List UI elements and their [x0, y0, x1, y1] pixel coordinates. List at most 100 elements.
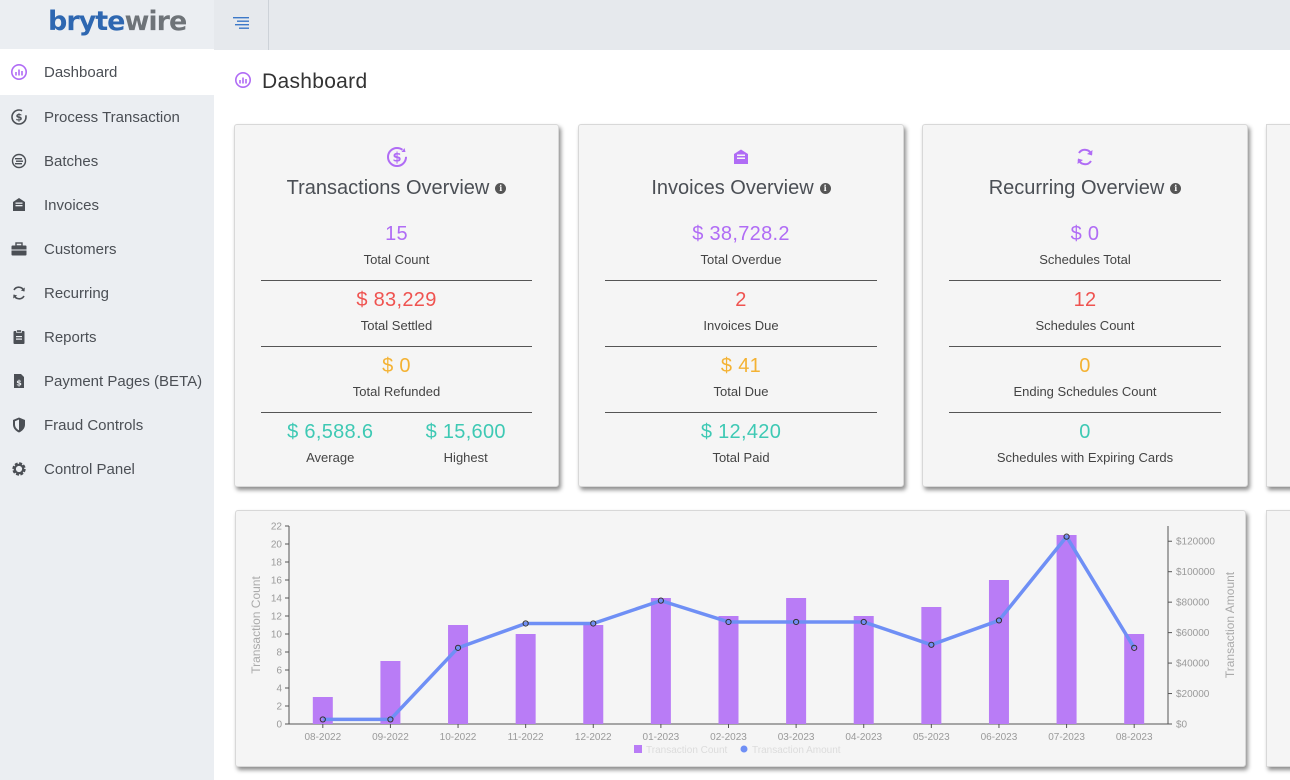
legend-swatch-bar: [634, 745, 642, 753]
x-tick-label: 10-2022: [440, 732, 477, 743]
metric-value: $ 41: [720, 355, 762, 377]
metric-value: 12: [1073, 289, 1097, 311]
sidebar-item-batches[interactable]: Batches: [0, 139, 214, 183]
line-point: [995, 617, 1003, 624]
metric-value: $ 15,600: [425, 421, 506, 443]
bar: [1056, 535, 1077, 724]
sidebar-item-control-panel[interactable]: Control Panel: [0, 447, 214, 491]
y-tick-label: 14: [271, 594, 283, 605]
bar: [448, 625, 469, 724]
metric-label: Ending Schedules Count: [1013, 384, 1157, 399]
metric-label: Schedules Total: [1039, 252, 1131, 267]
x-tick-label: 05-2023: [913, 732, 950, 743]
metric-label: Total Settled: [360, 318, 433, 333]
dollar-cycle-icon: $: [235, 145, 558, 169]
sidebar-item-dashboard[interactable]: Dashboard: [0, 49, 214, 95]
bar: [515, 634, 536, 724]
card-title: Transactions Overview: [286, 177, 490, 199]
menu-toggle-button[interactable]: [214, 0, 269, 50]
recurring-overview-card: Recurring Overview i $ 0 Schedules Total …: [922, 124, 1248, 487]
info-icon[interactable]: i: [1170, 183, 1182, 194]
metric-label: Total Count: [363, 252, 430, 267]
sidebar: brytewire Dashboard $ Process Transactio…: [0, 0, 214, 780]
page-title: Dashboard: [262, 70, 368, 93]
bar: [921, 607, 942, 724]
line-point: [1131, 644, 1138, 651]
x-tick-label: 04-2023: [845, 732, 882, 743]
y-tick-label: 10: [271, 630, 283, 641]
metric-label: Invoices Due: [703, 318, 779, 333]
x-tick-label: 08-2023: [1116, 732, 1153, 743]
x-tick-label: 12-2022: [575, 732, 612, 743]
line-point: [522, 620, 529, 627]
info-icon[interactable]: i: [819, 183, 831, 194]
dashboard-icon: [234, 71, 252, 94]
sidebar-item-invoices[interactable]: Invoices: [0, 183, 214, 227]
bar: [718, 616, 739, 724]
brand-logo[interactable]: brytewire: [48, 6, 187, 37]
y-tick-label: 22: [271, 522, 283, 533]
svg-text:$: $: [16, 113, 23, 124]
bar: [380, 661, 401, 724]
x-tick-label: 09-2022: [372, 732, 409, 743]
line-point: [319, 716, 326, 723]
metric-value: 0: [1079, 421, 1091, 443]
metric-value: 2: [735, 289, 747, 311]
sidebar-item-label: Dashboard: [44, 63, 118, 81]
series-line: [322, 534, 1136, 722]
y-tick-label: 2: [276, 702, 282, 713]
invoices-overview-card: Invoices Overview i $ 38,728.2 Total Over…: [578, 124, 904, 487]
metric-total-due: $ 41 Total Due: [605, 347, 877, 413]
y-tick-label: 8: [276, 648, 282, 659]
line-point: [928, 641, 935, 648]
bar: [650, 598, 671, 724]
sidebar-item-label: Payment Pages (BETA): [44, 372, 203, 390]
bar: [1124, 634, 1145, 724]
sidebar-item-fraud-controls[interactable]: Fraud Controls: [0, 403, 214, 447]
overview-card-partial: [1266, 124, 1290, 487]
y-axis-label: Transaction Count: [249, 576, 263, 674]
line-point: [793, 618, 800, 626]
metric-value: $ 12,420: [700, 421, 782, 443]
metric-total-refunded: $ 0 Total Refunded: [261, 347, 532, 413]
y2-tick-label: $80000: [1176, 598, 1210, 609]
sidebar-item-recurring[interactable]: Recurring: [0, 271, 214, 315]
y-tick-label: 4: [276, 684, 282, 695]
dollar-cycle-icon: $: [10, 108, 28, 126]
sidebar-item-label: Control Panel: [44, 460, 135, 478]
invoice-icon: [579, 145, 903, 169]
briefcase-icon: [10, 240, 28, 258]
transactions-chart-card: 0 2 4 6 8 10 12 14 16 18 20 22 $0 $20000 $40000 $60000 $…: [235, 510, 1246, 767]
line-point: [860, 618, 867, 626]
line-point: [387, 716, 394, 723]
sidebar-item-customers[interactable]: Customers: [0, 227, 214, 271]
sidebar-item-reports[interactable]: Reports: [0, 315, 214, 359]
transactions-chart: 0 2 4 6 8 10 12 14 16 18 20 22 $0 $20000 $40000 $60000 $…: [249, 522, 1237, 757]
metric-average: $ 6,588.6 Average: [287, 421, 373, 479]
bar: [786, 598, 807, 724]
bar: [583, 625, 604, 724]
metric-label: Total Overdue: [700, 252, 782, 267]
info-icon[interactable]: i: [495, 183, 507, 194]
recurring-icon: [10, 284, 28, 302]
metric-label: Total Due: [713, 384, 769, 399]
y2-tick-label: $100000: [1176, 567, 1215, 578]
transactions-overview-card: $ Transactions Overview i 15 Total Count …: [234, 124, 559, 487]
sidebar-item-label: Process Transaction: [44, 108, 180, 126]
y-tick-label: 12: [271, 612, 283, 623]
metric-value: 0: [1079, 355, 1091, 377]
brand-part1: bryte: [48, 6, 125, 37]
sidebar-item-process-transaction[interactable]: $ Process Transaction: [0, 95, 214, 139]
line-point: [1063, 533, 1070, 540]
sidebar-item-payment-pages[interactable]: $ Payment Pages (BETA): [0, 359, 214, 403]
y-tick-label: 20: [271, 540, 283, 551]
dashboard-icon: [10, 63, 28, 81]
metric-total-overdue: $ 38,728.2 Total Overdue: [605, 215, 877, 281]
sidebar-item-label: Batches: [44, 152, 99, 170]
metric-value: $ 0: [1070, 223, 1100, 245]
metric-value: $ 83,229: [356, 289, 437, 311]
metric-schedules-total: $ 0 Schedules Total: [949, 215, 1221, 281]
line-point: [725, 618, 732, 626]
y2-tick-label: $0: [1176, 720, 1188, 731]
